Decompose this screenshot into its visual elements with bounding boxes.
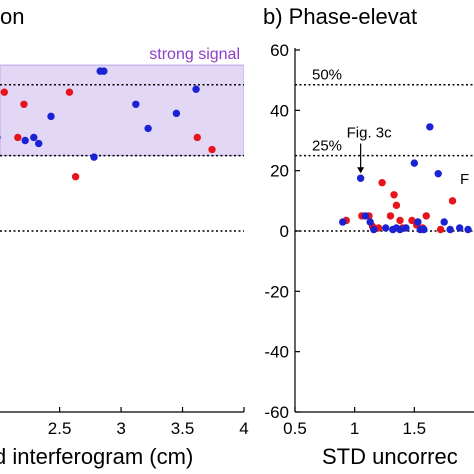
data-point-blue — [434, 169, 442, 178]
data-point-blue — [370, 225, 378, 234]
data-point-blue — [414, 218, 422, 226]
x-tick-label: 1.5 — [403, 419, 427, 438]
annotation-fig-3c: Fig. 3c — [347, 124, 393, 141]
x-tick-label: 0.5 — [283, 419, 307, 438]
data-point-red — [378, 179, 386, 187]
y-tick-label: 0 — [280, 222, 289, 241]
data-point-blue — [396, 225, 404, 234]
data-point-red — [0, 88, 8, 96]
data-point-red — [436, 225, 445, 234]
data-point-blue — [455, 224, 464, 232]
data-point-blue — [440, 218, 448, 226]
y-tick-label: -20 — [264, 282, 289, 301]
annotation-arrow-head — [357, 167, 365, 174]
x-axis-title: d interferogram (cm) — [0, 444, 193, 469]
annotation-f: F — [460, 171, 469, 188]
data-point-blue — [192, 85, 200, 93]
data-point-red — [390, 191, 398, 199]
data-point-blue — [410, 159, 419, 167]
data-point-blue — [144, 124, 152, 133]
panel-title: on — [0, 4, 24, 29]
data-point-blue — [366, 218, 374, 226]
x-tick-label: 3 — [116, 419, 125, 438]
panel-title: b) Phase-elevat — [263, 4, 417, 29]
data-point-red — [396, 216, 404, 225]
data-point-red — [386, 212, 395, 220]
data-point-blue — [464, 225, 472, 234]
data-point-red — [14, 133, 22, 142]
data-point-blue — [361, 212, 370, 220]
data-point-blue — [446, 225, 454, 234]
data-point-red — [392, 201, 401, 210]
plot-area — [0, 64, 244, 232]
x-axis-title: STD uncorrec — [322, 444, 458, 469]
data-point-blue — [47, 112, 55, 121]
y-tick-label: 40 — [270, 101, 289, 120]
data-point-blue — [426, 123, 434, 131]
data-point-blue — [30, 133, 38, 142]
data-point-blue — [420, 225, 428, 234]
data-point-blue — [356, 174, 365, 182]
data-point-blue — [90, 153, 98, 161]
data-point-blue — [0, 135, 1, 140]
panel-b: 50% 25% 60 40 20 0 -20 -40 -600.5 1 1.5 Fig. 3c Fb) … — [263, 4, 474, 469]
data-point-blue — [132, 100, 140, 109]
data-point-red — [65, 88, 74, 96]
x-tick-label: 1 — [350, 419, 359, 438]
data-point-red — [208, 145, 216, 154]
y-tick-label: -60 — [264, 403, 289, 422]
data-point-blue — [381, 224, 390, 232]
data-point-blue — [402, 224, 410, 232]
reference-line-label: 25% — [312, 138, 342, 155]
data-point-red — [422, 212, 430, 220]
data-point-red — [71, 173, 80, 181]
data-point-blue — [172, 109, 181, 118]
y-tick-label: -40 — [264, 343, 289, 362]
x-tick-label: 4 — [239, 419, 248, 438]
band-label: strong signal — [149, 46, 240, 63]
panel-a: strong signal 2.5 3 3.5 4 on d interferogram (… — [0, 4, 249, 469]
reference-line-label: 50% — [312, 67, 342, 84]
x-tick-label: 2.5 — [48, 419, 72, 438]
x-tick-label: 3.5 — [171, 419, 195, 438]
data-point-red — [193, 133, 201, 142]
plot-area — [295, 83, 474, 234]
y-tick-label: 60 — [270, 41, 289, 60]
data-point-red — [20, 100, 28, 109]
data-point-red — [448, 197, 457, 205]
data-point-red — [408, 216, 416, 225]
data-point-blue — [100, 67, 108, 75]
y-tick-label: 20 — [270, 162, 289, 181]
data-point-blue — [339, 218, 347, 226]
data-point-blue — [21, 136, 29, 145]
data-point-blue — [35, 139, 43, 148]
